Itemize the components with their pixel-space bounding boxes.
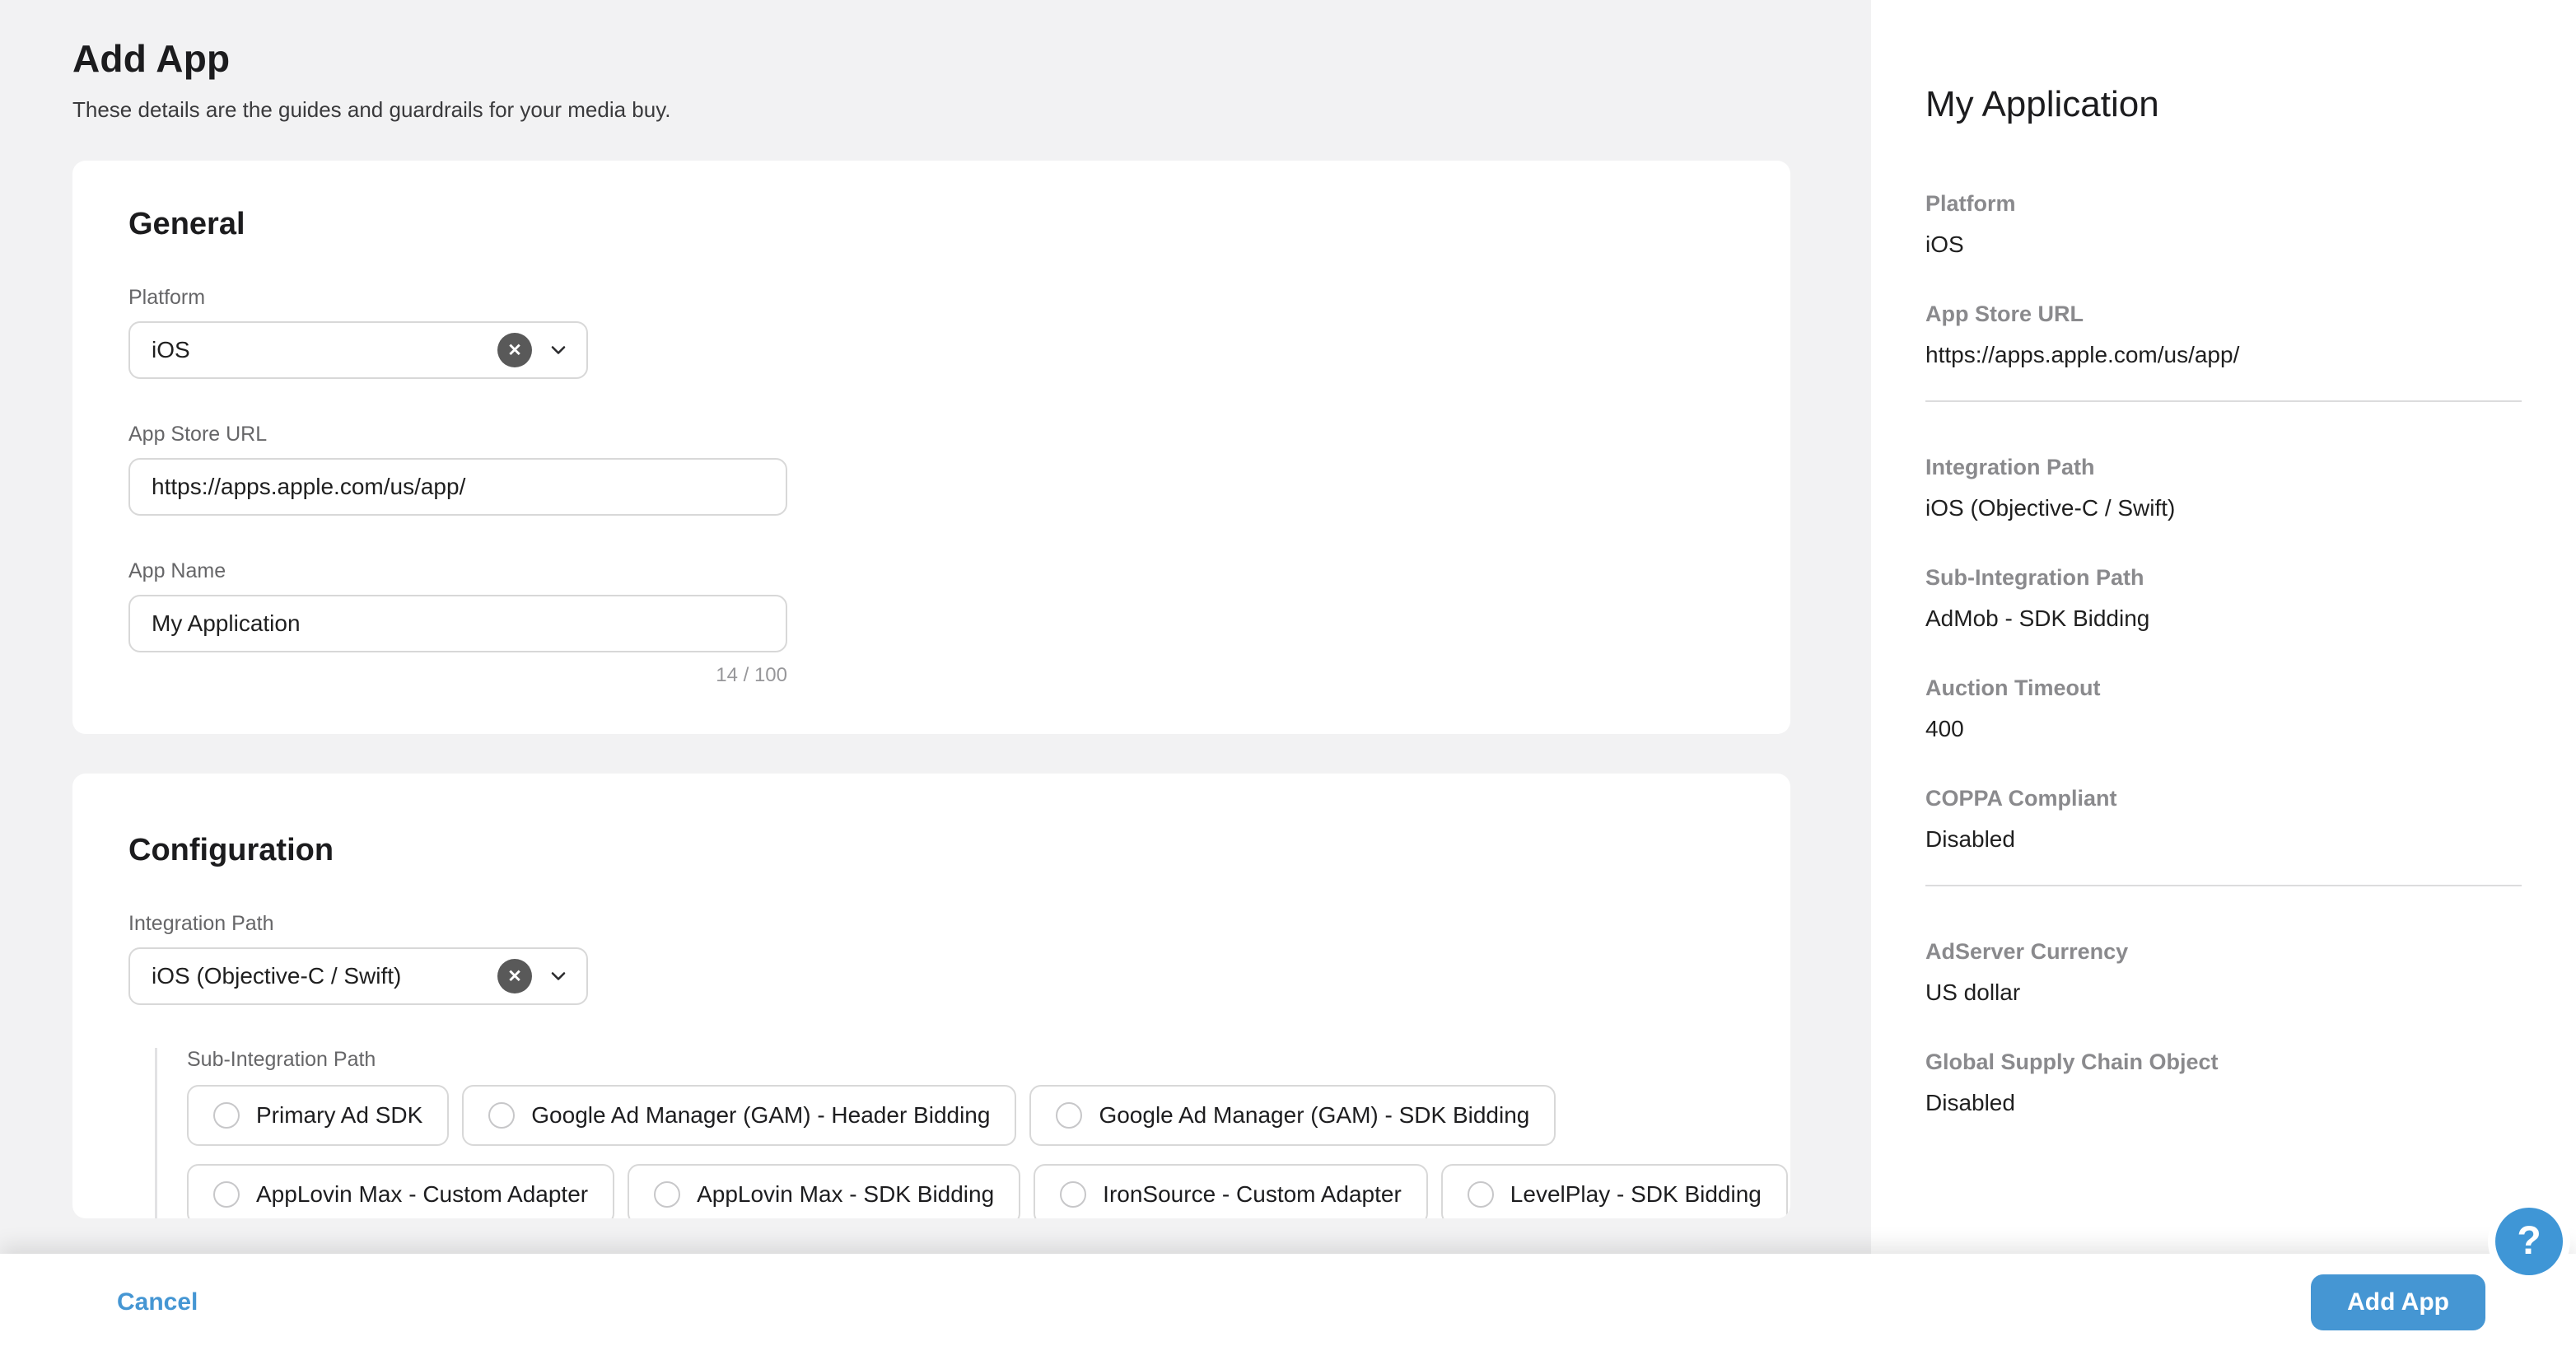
platform-label: Platform	[128, 286, 206, 309]
sub-integration-path-section: Sub-Integration Path Primary Ad SDK Googl…	[155, 1048, 1788, 1218]
chevron-down-icon	[547, 965, 570, 988]
radio-icon	[1467, 1181, 1494, 1208]
platform-select[interactable]: iOS ✕	[128, 321, 588, 379]
page-header: Add App These details are the guides and…	[0, 0, 1871, 123]
add-app-button[interactable]: Add App	[2311, 1274, 2485, 1330]
app-name-input[interactable]	[128, 595, 787, 652]
integration-path-label: Integration Path	[128, 912, 274, 935]
radio-option-label: Google Ad Manager (GAM) - Header Bidding	[531, 1102, 991, 1128]
radio-option-label: AppLovin Max - Custom Adapter	[256, 1181, 589, 1207]
summary-item-label: App Store URL	[1925, 302, 2084, 326]
integration-path-clear-button[interactable]: ✕	[497, 959, 532, 993]
radio-option[interactable]: Google Ad Manager (GAM) - SDK Bidding	[1029, 1085, 1556, 1146]
app-store-url-input[interactable]	[128, 458, 787, 516]
radio-option-label: AppLovin Max - SDK Bidding	[697, 1181, 995, 1207]
radio-row: Primary Ad SDK Google Ad Manager (GAM) - …	[187, 1085, 1734, 1146]
radio-option-label: IronSource - Custom Adapter	[1103, 1181, 1402, 1207]
platform-select-value: iOS	[152, 337, 190, 362]
summary-item-value: iOS (Objective-C / Swift)	[1925, 495, 2176, 521]
radio-icon	[488, 1102, 516, 1129]
question-mark-icon: ?	[2517, 1219, 2541, 1263]
summary-item-label: Integration Path	[1925, 455, 2095, 479]
summary-item-value: Disabled	[1925, 1090, 2015, 1115]
summary-item-label: Global Supply Chain Object	[1925, 1049, 2219, 1074]
radio-icon	[1056, 1102, 1083, 1129]
summary-item-label: Platform	[1925, 191, 2016, 216]
help-button[interactable]: ?	[2495, 1208, 2563, 1275]
footer-bar: Cancel Add App	[0, 1254, 2576, 1351]
summary-item-label: Auction Timeout	[1925, 676, 2101, 700]
app-store-url-label: App Store URL	[128, 423, 268, 446]
radio-option-label: LevelPlay - SDK Bidding	[1510, 1181, 1762, 1207]
general-heading: General	[128, 207, 245, 241]
radio-option-label: Google Ad Manager (GAM) - SDK Bidding	[1099, 1102, 1530, 1128]
summary-item: COPPA Compliant Disabled	[1925, 786, 2522, 853]
page-title: Add App	[72, 37, 231, 80]
radio-option[interactable]: Primary Ad SDK	[187, 1085, 450, 1146]
summary-item: Platform iOS	[1925, 191, 2522, 259]
radio-option[interactable]: Google Ad Manager (GAM) - Header Bidding	[462, 1085, 1017, 1146]
summary-item-value: Disabled	[1925, 826, 2015, 852]
radio-icon	[213, 1102, 240, 1129]
divider	[1925, 885, 2522, 886]
summary-item: Global Supply Chain Object Disabled	[1925, 1049, 2522, 1117]
app-name-label: App Name	[128, 559, 226, 582]
summary-item: AdServer Currency US dollar	[1925, 939, 2522, 1007]
integration-path-select[interactable]: iOS (Objective-C / Swift) ✕	[128, 947, 588, 1005]
summary-panel: My Application Platform iOS App Store URL h…	[1871, 0, 2576, 1351]
summary-item: Sub-Integration Path AdMob - SDK Bidding	[1925, 565, 2522, 633]
general-card: General Platform iOS ✕ App Store URL App…	[72, 161, 1790, 734]
summary-item: App Store URL https://apps.apple.com/us/a…	[1925, 302, 2522, 369]
platform-clear-button[interactable]: ✕	[497, 333, 532, 367]
radio-icon	[1060, 1181, 1087, 1208]
summary-item-label: COPPA Compliant	[1925, 786, 2117, 811]
clear-icon: ✕	[507, 966, 522, 986]
clear-icon: ✕	[507, 340, 522, 360]
summary-groups: Platform iOS App Store URL https://apps.app…	[1925, 191, 2522, 1117]
char-counter: 14 / 100	[716, 664, 787, 686]
summary-item-value: 400	[1925, 716, 1964, 741]
platform-field: Platform iOS ✕	[128, 285, 1734, 379]
radio-option[interactable]: IronSource - Custom Adapter	[1034, 1164, 1428, 1218]
integration-path-select-value: iOS (Objective-C / Swift)	[152, 963, 402, 989]
summary-item-label: AdServer Currency	[1925, 939, 2129, 964]
summary-item: Integration Path iOS (Objective-C / Swift…	[1925, 455, 2522, 522]
configuration-heading: Configuration	[128, 833, 334, 867]
radio-option-label: Primary Ad SDK	[256, 1102, 423, 1128]
divider	[1925, 400, 2522, 402]
main-content: Add App These details are the guides and…	[0, 0, 1871, 1218]
summary-item: Auction Timeout 400	[1925, 676, 2522, 743]
sub-integration-path-label: Sub-Integration Path	[187, 1048, 376, 1071]
integration-path-field: Integration Path iOS (Objective-C / Swif…	[128, 911, 1734, 1005]
radio-row: AppLovin Max - Custom Adapter AppLovin Ma…	[187, 1164, 1788, 1218]
page-subtitle: These details are the guides and guardra…	[72, 97, 671, 122]
summary-title: My Application	[1925, 84, 2159, 124]
summary-item-value: iOS	[1925, 231, 1964, 257]
radio-icon	[654, 1181, 681, 1208]
app-name-field: App Name 14 / 100	[128, 559, 1734, 687]
configuration-card: Configuration Integration Path iOS (Obje…	[72, 774, 1790, 1218]
sub-integration-path-options: Primary Ad SDK Google Ad Manager (GAM) - …	[187, 1085, 1788, 1218]
summary-item-value: https://apps.apple.com/us/app/	[1925, 342, 2240, 367]
summary-item-value: US dollar	[1925, 979, 2021, 1005]
radio-icon	[213, 1181, 240, 1208]
radio-option[interactable]: LevelPlay - SDK Bidding	[1440, 1164, 1788, 1218]
radio-option[interactable]: AppLovin Max - SDK Bidding	[628, 1164, 1021, 1218]
chevron-down-icon	[547, 339, 570, 362]
cancel-button[interactable]: Cancel	[117, 1288, 198, 1316]
summary-item-label: Sub-Integration Path	[1925, 565, 2144, 590]
app-store-url-field: App Store URL	[128, 422, 1734, 516]
summary-item-value: AdMob - SDK Bidding	[1925, 605, 2150, 631]
radio-option[interactable]: AppLovin Max - Custom Adapter	[187, 1164, 615, 1218]
